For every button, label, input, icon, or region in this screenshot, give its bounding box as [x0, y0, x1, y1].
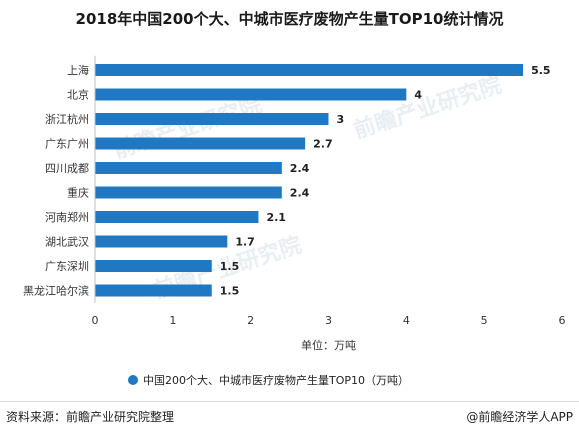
x-tick-label: 4 [403, 314, 410, 327]
bar [95, 186, 282, 199]
legend: 中国200个大、中城市医疗废物产生量TOP10（万吨） [128, 373, 409, 387]
brand-credit: @前瞻经济学人APP [466, 410, 573, 424]
data-label: 1.5 [220, 285, 240, 298]
data-label: 2.4 [290, 162, 310, 175]
category-label: 湖北武汉 [45, 236, 89, 249]
bar [95, 284, 212, 297]
category-label: 上海 [67, 63, 89, 77]
data-label: 4 [414, 89, 422, 102]
x-tick-label: 3 [325, 314, 332, 327]
data-label: 2.7 [313, 138, 333, 151]
bar [95, 64, 524, 76]
category-label: 黑龙江哈尔滨 [23, 284, 89, 298]
x-axis: 0 1 2 3 4 5 6 单位：万吨 [92, 55, 566, 352]
x-tick-label: 1 [169, 314, 176, 327]
footer: 资料来源：前瞻产业研究院整理 @前瞻经济学人APP [0, 401, 579, 433]
bar [95, 260, 212, 272]
category-label: 北京 [67, 88, 89, 102]
data-label: 3 [337, 113, 345, 126]
source-note: 资料来源：前瞻产业研究院整理 [6, 410, 175, 424]
data-label: 5.5 [531, 64, 551, 77]
bar [95, 235, 228, 248]
category-label: 重庆 [67, 186, 89, 200]
legend-label: 中国200个大、中城市医疗废物产生量TOP10（万吨） [143, 373, 409, 387]
x-axis-title: 单位：万吨 [301, 338, 356, 352]
bar [95, 137, 306, 150]
x-tick-label: 5 [481, 314, 488, 327]
data-label: 2.4 [290, 187, 310, 200]
x-tick-label: 6 [559, 314, 566, 327]
category-label: 四川成都 [45, 162, 89, 175]
bar [95, 88, 407, 101]
bar [95, 211, 259, 223]
category-label: 浙江杭州 [45, 112, 89, 126]
data-label: 1.7 [235, 236, 255, 249]
legend-marker [128, 375, 138, 385]
data-label: 1.5 [220, 260, 240, 273]
x-tick-label: 0 [92, 314, 99, 327]
bars-layer [95, 64, 524, 297]
category-label: 广东深圳 [45, 260, 89, 273]
chart-title: 2018年中国200个大、中城市医疗废物产生量TOP10统计情况 [75, 10, 504, 28]
bar [95, 113, 329, 125]
x-tick-label: 2 [247, 314, 254, 327]
category-label: 广东广州 [45, 138, 89, 151]
data-label: 2.1 [266, 211, 286, 224]
category-label: 河南郑州 [45, 210, 89, 224]
bar [95, 162, 282, 174]
